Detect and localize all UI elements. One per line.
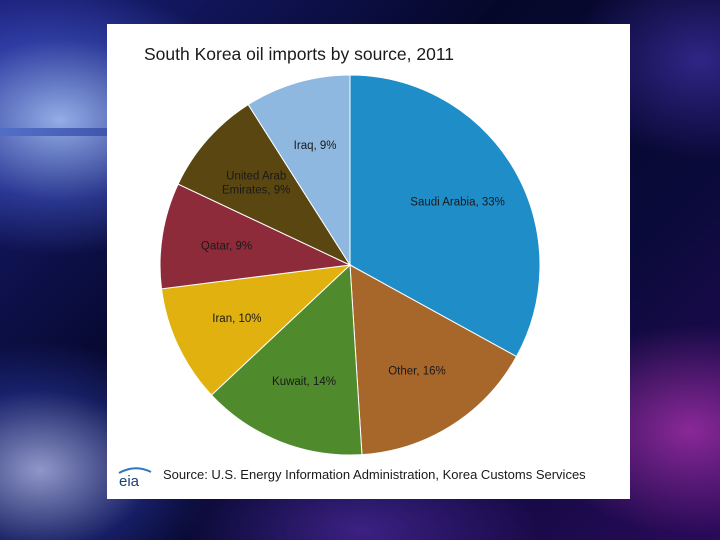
slice-label-iran: Iran, 10% [212,313,261,325]
pie-chart: Saudi Arabia, 33% Other, 16% Kuwait, 14% Ir… [159,74,541,456]
background-stripe [0,128,108,136]
slice-label-united-arab-emirates: United Arab Emirates, 9% [222,170,290,196]
svg-text:eia: eia [119,473,140,490]
pie-slice-united-arab-emirates [177,103,352,267]
pie-slice-kuwait [210,263,363,456]
source-text: Source: U.S. Energy Information Administ… [163,467,586,482]
chart-panel: South Korea oil imports by source, 2011 … [107,24,630,499]
slice-label-kuwait: Kuwait, 14% [272,376,336,388]
slice-label-qatar: Qatar, 9% [201,240,252,252]
pie-slice-iraq [247,74,351,267]
eia-logo: eia [118,467,152,490]
pie-slice-qatar [159,183,352,290]
slice-label-saudi-arabia: Saudi Arabia, 33% [410,196,505,208]
source-row: eia Source: U.S. Energy Information Admi… [115,464,625,490]
slice-label-iraq: Iraq, 9% [294,140,337,152]
pie-slice-other [349,264,518,456]
chart-title: South Korea oil imports by source, 2011 [144,44,454,64]
pie-slice-saudi-arabia [349,74,541,358]
slice-label-other: Other, 16% [388,366,446,378]
pie-slice-iran [160,264,352,396]
